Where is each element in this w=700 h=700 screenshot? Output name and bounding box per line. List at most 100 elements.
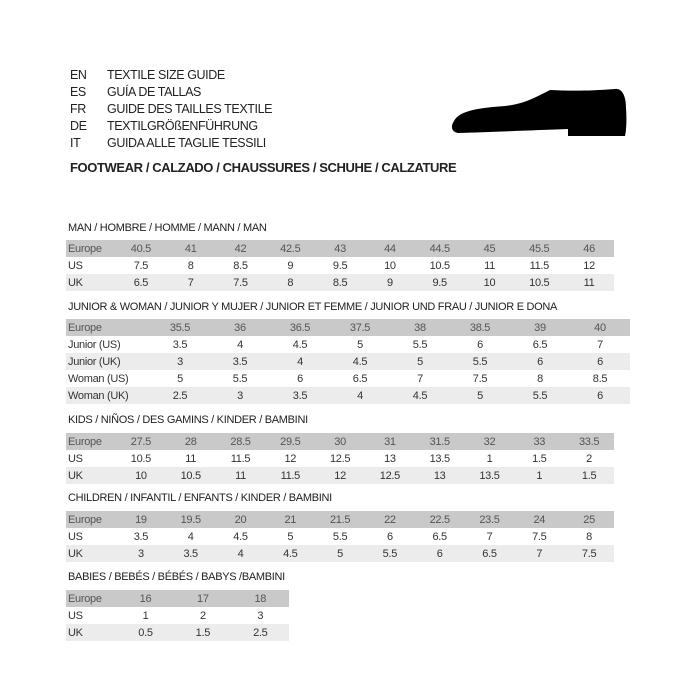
row-label: US [68, 452, 83, 465]
table-row: Europe 27.5 28 28.5 29.5 30 31 31.5 32 33 33.5 [66, 433, 614, 450]
size-cell: 1 [536, 469, 543, 482]
size-cell: 7.5 [581, 547, 597, 560]
row-label: US [68, 530, 83, 543]
size-cell: 38.5 [469, 321, 491, 334]
language-line-fr: FR GUIDE DES TAILLES TEXTILE [70, 101, 272, 118]
size-cell: 7.5 [133, 259, 149, 272]
size-cell: 31.5 [429, 435, 451, 448]
size-cell: 8 [287, 276, 294, 289]
size-cell: 9 [386, 276, 393, 289]
size-cell: 6.5 [133, 276, 149, 289]
size-cell: 36 [234, 321, 246, 334]
footwear-heading: FOOTWEAR / CALZADO / CHAUSSURES / SCHUHE… [70, 160, 457, 175]
size-cell: 2 [586, 452, 592, 465]
man-size-table: Europe 40.5 41 42 42.5 43 44 44.5 45 45.5 46 US 7.5 8… [66, 240, 614, 291]
size-cell: 21 [284, 513, 297, 526]
size-cell: 6 [597, 389, 603, 402]
row-label: UK [68, 626, 83, 639]
size-cell: 5 [477, 389, 483, 402]
size-cell: 43 [334, 242, 346, 255]
guide-title: GUIDA ALLE TAGLIE TESSILI [107, 136, 266, 150]
table-row: Woman (US) 5 5.5 6 6.5 7 7.5 8 8.5 [66, 370, 630, 387]
size-cell: 4 [237, 338, 243, 351]
language-code: FR [70, 102, 86, 116]
table-row: Woman (UK) 2.5 3 3.5 4 4.5 5 5.5 6 [66, 387, 630, 404]
size-cell: 6 [386, 530, 393, 543]
size-cell: 12.5 [379, 469, 401, 482]
size-cell: 4.5 [412, 389, 428, 402]
babies-size-table: Europe 16 17 18 US 1 2 3 UK 0.5 1.5 2.5 [66, 590, 289, 641]
size-cell: 4 [357, 389, 363, 402]
size-cell: 11.5 [230, 452, 251, 465]
size-cell: 6 [537, 355, 543, 368]
size-cell: 2 [199, 609, 206, 622]
size-cell: 13 [384, 452, 396, 465]
size-cell: 38 [414, 321, 426, 334]
size-cell: 3.5 [172, 338, 188, 351]
size-cell: 28.5 [230, 435, 251, 448]
size-cell: 6 [297, 372, 303, 385]
row-label: US [68, 259, 83, 272]
kids-size-table: Europe 27.5 28 28.5 29.5 30 31 31.5 32 33 33.5 US 10… [66, 433, 614, 484]
size-cell: 4.5 [283, 547, 298, 560]
size-cell: 13.5 [429, 452, 451, 465]
size-cell: 3.5 [183, 547, 198, 560]
row-label: Woman (UK) [68, 389, 129, 402]
size-cell: 11.5 [529, 259, 550, 272]
size-cell: 20 [234, 513, 247, 526]
size-cell: 24 [533, 513, 546, 526]
children-size-table: Europe 19 19.5 20 21 21.5 22 22.5 23.5 24 25 US 3.5 4… [66, 511, 614, 562]
junior-woman-size-table: Europe 35.5 36 36.5 37.5 38 38.5 39 40 Junior (US… [66, 319, 630, 404]
size-cell: 5 [287, 530, 294, 543]
table-row: Europe 19 19.5 20 21 21.5 22 22.5 23.5 24 25 [66, 511, 614, 528]
size-cell: 7.5 [532, 530, 547, 543]
size-cell: 10.5 [130, 452, 152, 465]
size-cell: 11 [185, 452, 197, 465]
size-cell: 2.5 [172, 389, 188, 402]
size-cell: 11.5 [280, 469, 301, 482]
size-cell: 4 [187, 530, 194, 543]
size-cell: 11 [583, 276, 595, 289]
size-cell: 40.5 [130, 242, 152, 255]
children-section-title: CHILDREN / INFANTIL / ENFANTS / KINDER /… [68, 492, 332, 504]
size-cell: 37.5 [349, 321, 371, 334]
size-cell: 22 [384, 513, 396, 526]
size-cell: 44.5 [429, 242, 451, 255]
size-cell: 6 [436, 547, 443, 560]
size-cell: 6.5 [432, 530, 447, 543]
size-cell: 9.5 [332, 259, 348, 272]
row-label: UK [68, 276, 83, 289]
table-row: US 7.5 8 8.5 9 9.5 10 10.5 11 11.5 12 [66, 257, 614, 274]
table-row: UK 10 10.5 11 11.5 12 12.5 13 13.5 1 1.5 [66, 467, 614, 484]
guide-title: TEXTILGRÖßENFÜHRUNG [107, 119, 258, 133]
size-cell: 4 [237, 547, 244, 560]
size-cell: 9 [287, 259, 294, 272]
size-cell: 6.5 [482, 547, 497, 560]
kids-section-title: KIDS / NIÑOS / DES GAMINS / KINDER / BAM… [68, 414, 308, 426]
size-cell: 8 [586, 530, 592, 543]
table-row: US 1 2 3 [66, 607, 289, 624]
size-cell: 12 [334, 469, 346, 482]
language-line-es: ES GUÍA DE TALLAS [70, 84, 201, 101]
size-cell: 41 [184, 242, 197, 255]
size-cell: 9.5 [432, 276, 447, 289]
size-cell: 7 [187, 276, 194, 289]
table-row: UK 6.5 7 7.5 8 8.5 9 9.5 10 10.5 11 [66, 274, 614, 291]
size-cell: 12.5 [329, 452, 351, 465]
row-label: Europe [68, 592, 102, 605]
size-cell: 10.5 [180, 469, 202, 482]
language-code: EN [70, 68, 87, 82]
size-cell: 10 [384, 259, 396, 272]
size-cell: 46 [583, 242, 595, 255]
size-cell: 5 [417, 355, 423, 368]
size-cell: 7 [536, 547, 543, 560]
size-cell: 32 [483, 435, 496, 448]
size-cell: 4.5 [233, 530, 248, 543]
table-row: Europe 40.5 41 42 42.5 43 44 44.5 45 45.5 46 [66, 240, 614, 257]
size-cell: 1 [486, 452, 493, 465]
size-cell: 5.5 [472, 355, 488, 368]
guide-title: TEXTILE SIZE GUIDE [107, 68, 225, 82]
size-cell: 5.5 [412, 338, 428, 351]
size-cell: 19.5 [180, 513, 202, 526]
